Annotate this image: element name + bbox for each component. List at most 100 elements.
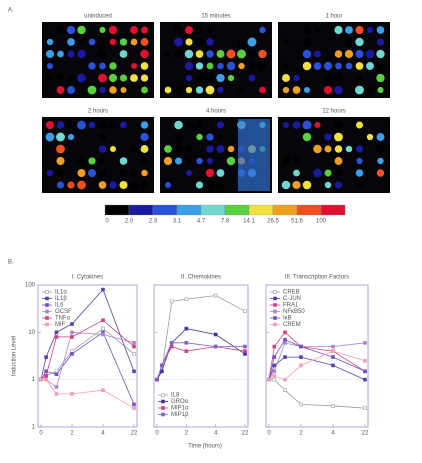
- legend-label: MIP1β: [171, 412, 189, 418]
- array-spot: [98, 49, 107, 59]
- array-spot: [324, 133, 332, 141]
- array-spot: [281, 180, 291, 190]
- array-spot: [98, 181, 107, 189]
- array-spot: [175, 145, 182, 153]
- legend-marker: [161, 412, 165, 417]
- array-spot: [376, 144, 385, 154]
- array-spot: [185, 145, 193, 153]
- y-tick-label: 1: [32, 425, 36, 431]
- array-spot: [216, 50, 225, 58]
- legend-label: GCSF: [55, 309, 72, 315]
- array-spot: [292, 157, 301, 165]
- legend-label: CREB: [283, 290, 300, 296]
- image-label: 1 hour: [325, 14, 342, 20]
- array-spot: [237, 49, 246, 59]
- legend-label: IL1β: [55, 296, 67, 302]
- array-spot: [314, 26, 321, 34]
- data-point: [184, 341, 189, 345]
- array-spot: [119, 180, 128, 190]
- data-point: [272, 374, 277, 378]
- array-spot: [56, 132, 65, 142]
- array-spot: [174, 49, 183, 59]
- array-image: [160, 22, 272, 98]
- array-spot: [376, 133, 385, 141]
- legend-marker: [45, 290, 49, 294]
- scale-label: 7.8: [221, 219, 230, 225]
- data-point: [132, 344, 136, 349]
- array-spot: [77, 73, 86, 83]
- data-point: [70, 335, 74, 339]
- data-point: [272, 363, 277, 368]
- array-region: [238, 119, 270, 191]
- series-line: [156, 346, 246, 380]
- array-spot: [334, 157, 343, 165]
- data-point: [54, 392, 59, 396]
- array-spot: [196, 133, 203, 141]
- array-spot: [130, 74, 138, 82]
- array-image: [278, 117, 390, 193]
- legend-label: TNFα: [55, 316, 71, 322]
- array-spot: [313, 168, 322, 178]
- data-point: [184, 297, 189, 302]
- array-spot: [45, 132, 55, 142]
- array-spot: [324, 181, 332, 189]
- array-spot: [141, 86, 148, 94]
- data-point: [213, 344, 218, 349]
- data-point: [44, 377, 48, 382]
- array-spot: [174, 37, 183, 47]
- array-spot: [174, 133, 183, 141]
- array-spot: [334, 50, 343, 58]
- array-spot: [98, 145, 107, 153]
- array-spot: [77, 156, 86, 166]
- series-line: [156, 342, 245, 380]
- array-spot: [366, 26, 374, 34]
- array-spot: [282, 62, 290, 70]
- data-point: [363, 377, 367, 382]
- x-tick-label: 0: [267, 431, 271, 437]
- array-spot: [259, 26, 266, 34]
- array-spot: [184, 120, 194, 130]
- array-spot: [217, 133, 224, 141]
- array-spot: [344, 37, 354, 47]
- array-spot: [302, 180, 312, 190]
- array-spot: [216, 144, 225, 154]
- array-spot: [56, 25, 65, 35]
- array-spot: [282, 38, 290, 46]
- array-spot: [205, 168, 215, 178]
- legend-label: MIF: [55, 322, 66, 328]
- array-spot: [345, 62, 353, 70]
- array-spot: [98, 133, 107, 141]
- array-spot: [355, 169, 364, 177]
- array-spot: [335, 62, 342, 70]
- array-spot: [206, 50, 214, 58]
- legend-label: GROα: [171, 399, 189, 405]
- array-image: [42, 117, 154, 193]
- array-spot: [334, 169, 343, 177]
- array-spot: [140, 121, 149, 129]
- legend-label: IL8: [171, 393, 180, 399]
- array-spot: [238, 38, 245, 46]
- array-spot: [366, 86, 374, 94]
- array-spot: [195, 50, 204, 58]
- array-spot: [314, 50, 321, 58]
- array-spot: [355, 25, 364, 35]
- legend-marker: [273, 303, 277, 307]
- data-point: [132, 352, 136, 356]
- data-point: [70, 392, 74, 396]
- legend-marker: [45, 309, 49, 314]
- array-spot: [184, 61, 194, 71]
- data-point: [101, 332, 105, 337]
- array-spot: [108, 73, 118, 83]
- array-spot: [238, 62, 245, 70]
- data-point: [272, 344, 277, 349]
- array-spot: [377, 157, 384, 165]
- array-spot: [205, 85, 215, 95]
- data-point: [243, 309, 247, 313]
- chart-title: III. Transcription Factors: [285, 275, 349, 281]
- data-point: [283, 330, 287, 335]
- data-point: [132, 369, 136, 374]
- x-tick-label: 4: [101, 431, 105, 437]
- array-spot: [98, 73, 107, 83]
- scale-label: 2.0: [125, 219, 134, 225]
- array-spot: [227, 145, 235, 153]
